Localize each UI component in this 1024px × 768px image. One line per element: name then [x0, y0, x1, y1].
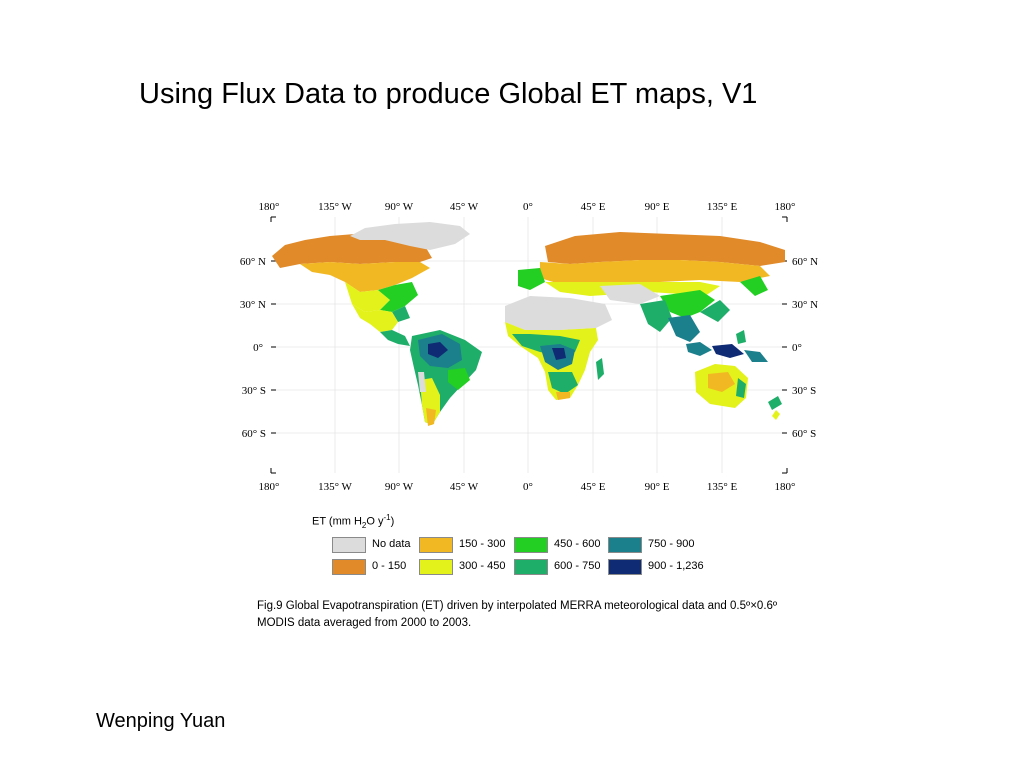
lon-label-top: 45° E — [581, 201, 606, 213]
legend-label: 600 - 750 — [554, 560, 601, 572]
legend-swatch — [419, 537, 453, 553]
legend-label: 750 - 900 — [648, 538, 695, 550]
lat-labels-left: 60° N 30° N 0° 30° S 60° S — [240, 256, 266, 440]
region-australia — [695, 364, 782, 420]
legend-label: No data — [372, 538, 411, 550]
lon-label-top: 45° W — [450, 201, 479, 213]
legend-swatch — [332, 537, 366, 553]
lon-label-top: 90° E — [645, 201, 670, 213]
lon-label-bottom: 45° E — [581, 481, 606, 493]
lat-labels-right: 60° N 30° N 0° 30° S 60° S — [792, 256, 818, 440]
lon-label-bottom: 180° — [259, 481, 280, 493]
legend-label: 300 - 450 — [459, 560, 506, 572]
lat-label-right: 30° S — [792, 385, 816, 397]
lon-label-top: 180° — [775, 201, 796, 213]
lon-label-top: 135° W — [318, 201, 352, 213]
legend-label: 900 - 1,236 — [648, 560, 704, 572]
lon-label-bottom: 45° W — [450, 481, 479, 493]
lon-label-bottom: 135° E — [707, 481, 738, 493]
region-south-america — [410, 330, 482, 426]
legend-label: 450 - 600 — [554, 538, 601, 550]
legend-swatch — [514, 537, 548, 553]
region-africa — [505, 296, 612, 400]
legend: No data 0 - 150 150 - 300 300 - 450 450 … — [332, 537, 732, 577]
lat-label-right: 30° N — [792, 299, 818, 311]
lon-labels-bottom: 180° 135° W 90° W 45° W 0° 45° E 90° E 1… — [259, 481, 796, 493]
frame-ticks — [270, 216, 788, 474]
legend-title-prefix: ET (mm H — [312, 515, 362, 528]
region-maritime-asia — [686, 330, 768, 362]
lat-label-right: 60° N — [792, 256, 818, 268]
author-name: Wenping Yuan — [96, 710, 226, 732]
lon-label-top: 0° — [523, 201, 533, 213]
slide-title: Using Flux Data to produce Global ET map… — [139, 78, 758, 110]
legend-swatch — [332, 559, 366, 575]
lat-label-left: 60° S — [242, 428, 266, 440]
lon-label-bottom: 180° — [775, 481, 796, 493]
lat-label-left: 30° S — [242, 385, 266, 397]
lat-label-left: 60° N — [240, 256, 266, 268]
lon-label-bottom: 90° E — [645, 481, 670, 493]
region-north-america — [272, 222, 470, 346]
legend-title-sup: -1 — [383, 513, 391, 522]
legend-swatch — [608, 559, 642, 575]
lon-label-bottom: 90° W — [385, 481, 414, 493]
lon-label-top: 180° — [259, 201, 280, 213]
lat-label-right: 0° — [792, 342, 802, 354]
lat-label-left: 0° — [253, 342, 263, 354]
lat-label-right: 60° S — [792, 428, 816, 440]
lat-label-left: 30° N — [240, 299, 266, 311]
lon-label-top: 135° E — [707, 201, 738, 213]
legend-title: ET (mm H2O y-1) — [312, 513, 394, 530]
legend-label: 0 - 150 — [372, 560, 407, 572]
figure-caption: Fig.9 Global Evapotranspiration (ET) dri… — [257, 600, 778, 629]
legend-title-mid: O y — [366, 515, 384, 528]
legend-swatch — [608, 537, 642, 553]
lon-label-bottom: 0° — [523, 481, 533, 493]
lon-label-top: 90° W — [385, 201, 414, 213]
legend-title-suffix: ) — [390, 515, 395, 528]
lon-labels-top: 180° 135° W 90° W 45° W 0° 45° E 90° E 1… — [259, 201, 796, 213]
lon-label-bottom: 135° W — [318, 481, 352, 493]
legend-swatch — [419, 559, 453, 575]
legend-title-sub: 2 — [361, 520, 367, 530]
legend-swatch — [514, 559, 548, 575]
region-eurasia — [518, 232, 785, 342]
legend-label: 150 - 300 — [459, 538, 506, 550]
